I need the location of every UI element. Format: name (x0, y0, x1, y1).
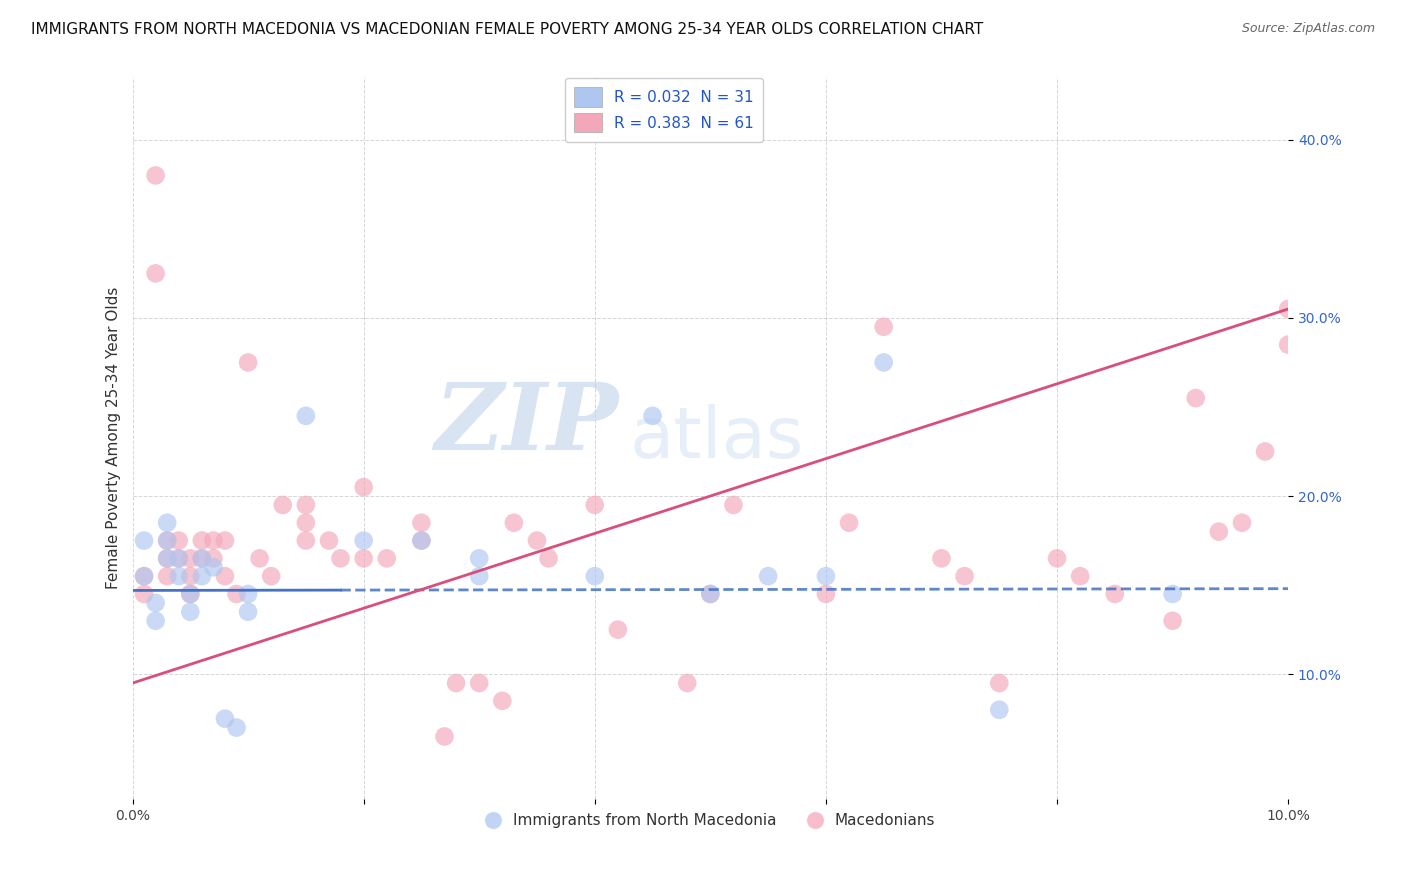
Point (167, 569, 190, 583)
Point (838, 516, 860, 530)
Point (167, 551, 190, 566)
Point (988, 676, 1011, 690)
Point (225, 587, 247, 601)
Point (156, 569, 179, 583)
Point (191, 551, 214, 566)
Point (156, 533, 179, 548)
Point (191, 569, 214, 583)
Point (699, 587, 721, 601)
Point (191, 533, 214, 548)
Point (468, 551, 491, 566)
Point (179, 605, 201, 619)
Point (814, 587, 837, 601)
Point (156, 551, 179, 566)
Point (132, 569, 155, 583)
Point (179, 587, 201, 601)
Point (1104, 587, 1126, 601)
Text: atlas: atlas (630, 404, 804, 473)
Point (145, 614, 167, 628)
Point (202, 560, 225, 574)
Point (606, 623, 628, 637)
Point (236, 355, 259, 369)
Point (375, 551, 398, 566)
Point (444, 676, 467, 690)
Point (191, 551, 214, 566)
Point (723, 498, 745, 512)
Point (145, 266, 167, 280)
Point (353, 480, 375, 494)
Point (271, 498, 294, 512)
Point (583, 569, 606, 583)
Point (145, 169, 167, 183)
Point (179, 587, 201, 601)
Point (491, 694, 513, 708)
Point (1277, 337, 1299, 351)
Point (132, 533, 155, 548)
Point (1184, 391, 1206, 405)
Point (236, 587, 259, 601)
Point (214, 569, 236, 583)
Point (145, 596, 167, 610)
Point (641, 409, 664, 423)
Point (249, 551, 271, 566)
Point (411, 516, 433, 530)
Point (873, 319, 896, 334)
Point (318, 533, 340, 548)
Point (167, 551, 190, 566)
Text: IMMIGRANTS FROM NORTH MACEDONIA VS MACEDONIAN FEMALE POVERTY AMONG 25-34 YEAR OL: IMMIGRANTS FROM NORTH MACEDONIA VS MACED… (31, 22, 983, 37)
Point (260, 569, 283, 583)
Point (202, 551, 225, 566)
Point (236, 605, 259, 619)
Point (179, 551, 201, 566)
Point (295, 533, 318, 548)
Point (502, 516, 524, 530)
Point (156, 551, 179, 566)
Point (1046, 551, 1069, 566)
Point (468, 569, 491, 583)
Point (167, 533, 190, 548)
Point (953, 569, 976, 583)
Point (295, 516, 318, 530)
Point (329, 551, 352, 566)
Point (676, 676, 699, 690)
Point (353, 551, 375, 566)
Point (214, 533, 236, 548)
Point (132, 569, 155, 583)
Point (156, 533, 179, 548)
Point (353, 533, 375, 548)
Text: ZIP: ZIP (433, 379, 617, 468)
Legend: Immigrants from North Macedonia, Macedonians: Immigrants from North Macedonia, Macedon… (479, 807, 941, 835)
Point (1161, 587, 1184, 601)
Point (225, 721, 247, 735)
Point (931, 551, 953, 566)
Point (1277, 301, 1299, 316)
Text: Source: ZipAtlas.com: Source: ZipAtlas.com (1241, 22, 1375, 36)
Point (468, 676, 491, 690)
Point (583, 498, 606, 512)
Point (295, 498, 318, 512)
Point (411, 533, 433, 548)
Point (433, 730, 456, 744)
Point (537, 551, 560, 566)
Y-axis label: Female Poverty Among 25-34 Year Olds: Female Poverty Among 25-34 Year Olds (107, 287, 121, 590)
Point (988, 703, 1011, 717)
Point (1230, 516, 1253, 530)
Point (814, 569, 837, 583)
Point (1208, 524, 1230, 539)
Point (526, 533, 548, 548)
Point (699, 587, 721, 601)
Point (156, 516, 179, 530)
Point (411, 533, 433, 548)
Point (132, 587, 155, 601)
Point (873, 355, 896, 369)
Point (756, 569, 779, 583)
Point (1161, 614, 1184, 628)
Point (295, 409, 318, 423)
Point (1254, 444, 1277, 458)
Point (1069, 569, 1091, 583)
Point (214, 712, 236, 726)
Point (202, 533, 225, 548)
Point (179, 569, 201, 583)
